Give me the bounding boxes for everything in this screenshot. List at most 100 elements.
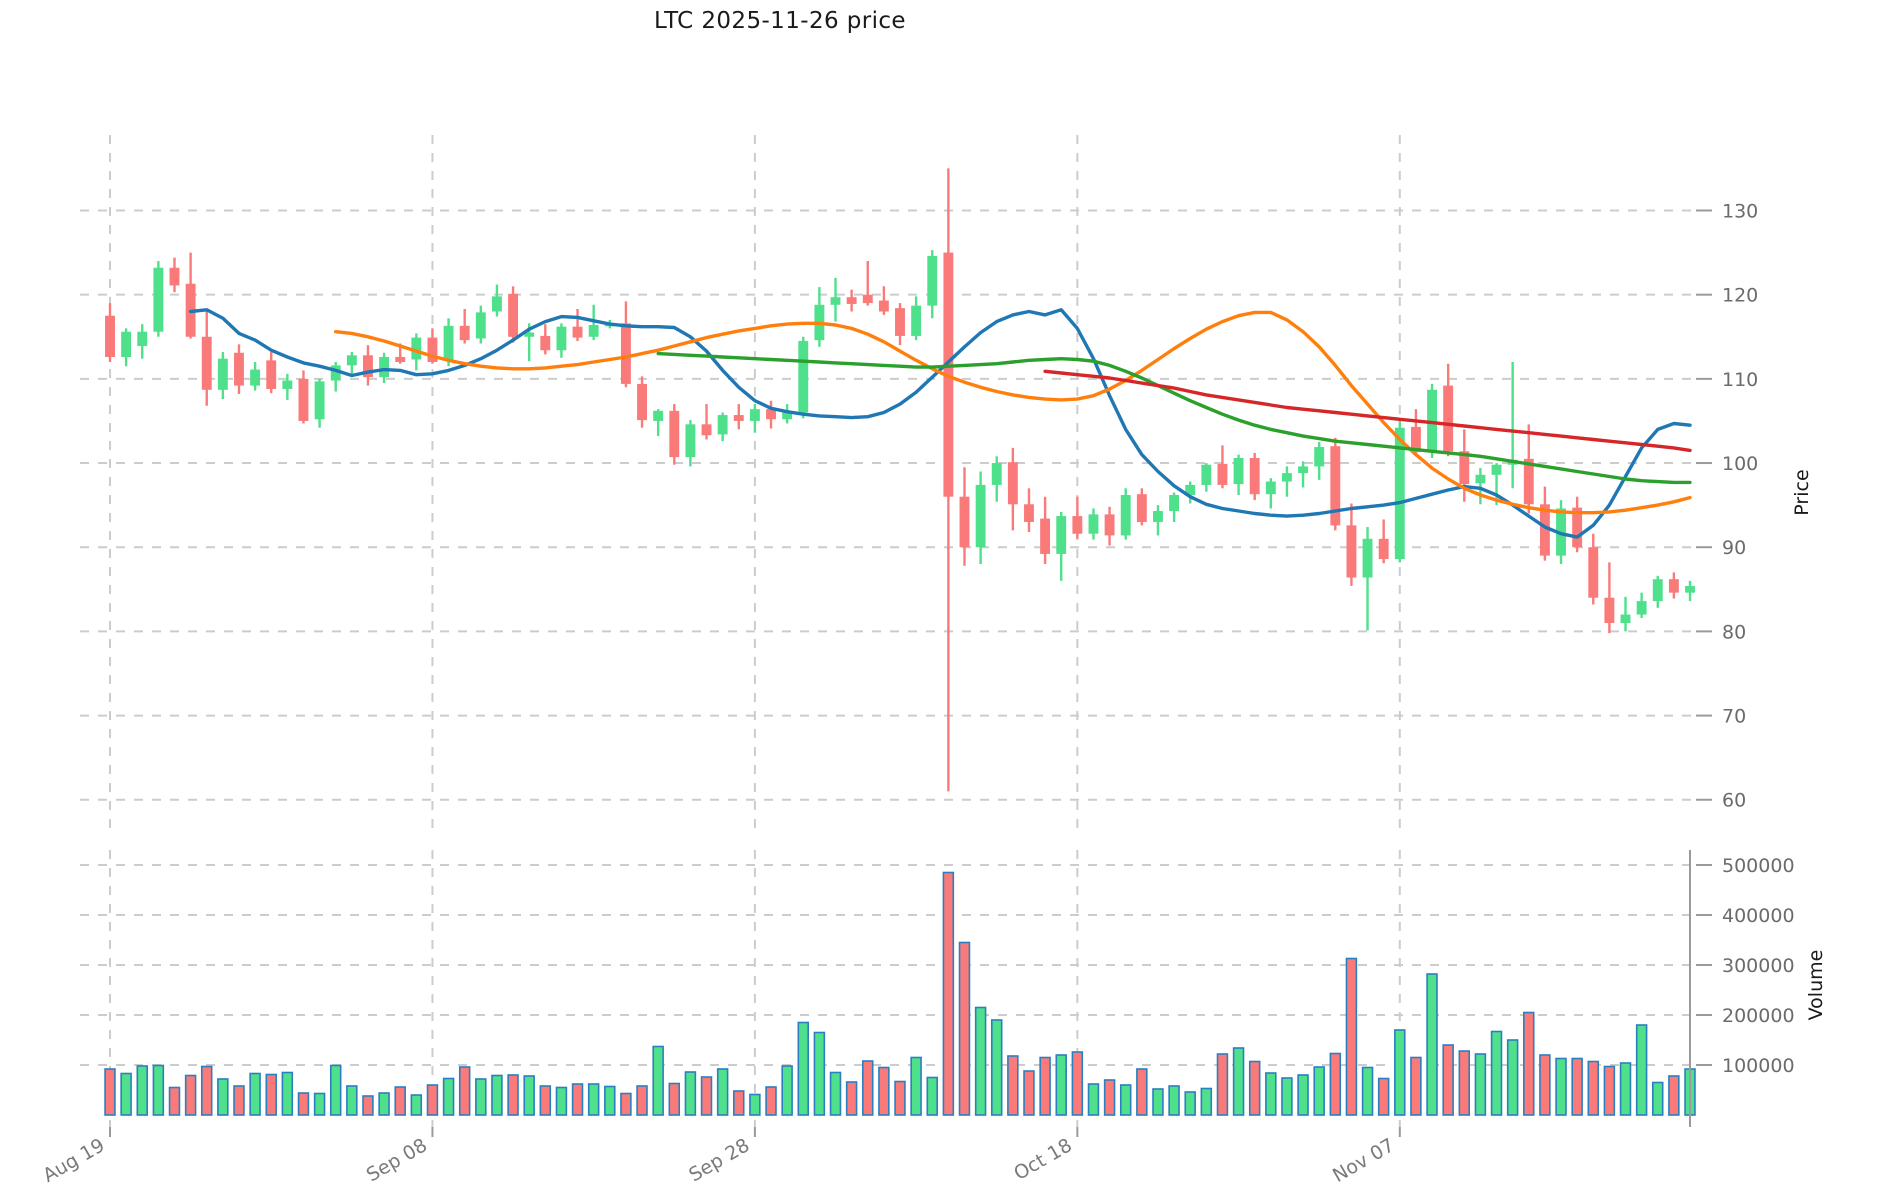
volume-bar: [426, 1084, 439, 1116]
price-tick-label: 60: [1722, 790, 1746, 812]
volume-bar: [152, 1064, 165, 1116]
volume-bar: [233, 1085, 245, 1116]
volume-bar: [297, 1092, 310, 1116]
price-tick-label: 110: [1722, 369, 1758, 391]
volume-bar: [1313, 1066, 1325, 1116]
volume-bar: [587, 1083, 600, 1116]
candle-body: [1169, 495, 1180, 512]
candle-body: [1185, 484, 1196, 496]
volume-bar: [104, 1068, 116, 1116]
volume-bar: [1555, 1057, 1567, 1116]
price-tick-label: 130: [1722, 201, 1758, 223]
volume-bar: [555, 1086, 568, 1116]
candle-body: [330, 365, 341, 381]
candle-body: [911, 305, 922, 336]
volume-bar: [910, 1056, 922, 1116]
candle-body: [1104, 514, 1115, 536]
gridlines: [80, 135, 1698, 1127]
volume-bar: [1023, 1070, 1035, 1116]
volume-bar: [652, 1045, 664, 1116]
volume-bar: [813, 1031, 826, 1116]
candle-body: [846, 297, 857, 304]
volume-tick-label: 500000: [1722, 855, 1795, 877]
candle-body: [427, 337, 438, 363]
price-tick-label: 80: [1722, 621, 1746, 643]
candle-body: [991, 463, 1002, 485]
candle-body: [1491, 464, 1502, 475]
candle-body: [1459, 451, 1470, 485]
candle-body: [1056, 516, 1067, 554]
ma-line-ma-long: [656, 351, 1692, 485]
candle-body: [1604, 597, 1615, 623]
volume-bar: [974, 1006, 987, 1116]
volume-bar: [539, 1085, 552, 1116]
volume-bar: [1635, 1024, 1648, 1116]
candle-body: [1539, 504, 1550, 556]
candle-body: [524, 332, 535, 337]
x-tick-label: Oct 18: [1010, 1134, 1076, 1185]
volume-bar: [1071, 1051, 1084, 1116]
volume-bar: [1281, 1077, 1293, 1116]
candle-body: [556, 326, 567, 351]
volume-bar: [829, 1071, 842, 1116]
price-tick-label: 120: [1722, 285, 1758, 307]
volume-bar: [958, 941, 971, 1116]
volume-bar: [410, 1094, 423, 1116]
page-title: LTC 2025-11-26 price: [654, 8, 906, 34]
volume-bar: [184, 1074, 197, 1116]
volume-bar: [684, 1071, 697, 1116]
volume-bar: [1377, 1077, 1390, 1116]
candle-body: [1652, 579, 1663, 602]
volume-bar: [1619, 1062, 1632, 1116]
volume-bar: [1152, 1088, 1164, 1116]
volume-bar: [1329, 1052, 1342, 1116]
candle-body: [733, 415, 744, 421]
candle-body: [1249, 457, 1260, 495]
candle-body: [959, 496, 970, 548]
x-tick-label: Nov 07: [1329, 1134, 1398, 1187]
volume-bar: [1394, 1029, 1406, 1116]
candle-body: [572, 326, 583, 338]
volume-series: [104, 871, 1696, 1116]
volume-bar: [845, 1081, 858, 1116]
candle-body: [830, 297, 841, 305]
volume-bar: [265, 1073, 277, 1116]
volume-bar: [1297, 1074, 1309, 1116]
volume-bar: [1490, 1030, 1503, 1116]
candle-body: [1588, 547, 1599, 598]
candle-body: [153, 267, 164, 332]
candle-body: [1443, 385, 1454, 452]
volume-bar: [1184, 1091, 1196, 1116]
candle-body: [895, 308, 905, 336]
candle-body: [540, 335, 551, 351]
volume-bar: [346, 1085, 358, 1116]
candle-body: [1072, 516, 1083, 534]
volume-bar: [458, 1066, 471, 1116]
volume-bar: [1087, 1083, 1100, 1116]
volume-bar: [1587, 1060, 1600, 1116]
candle-body: [1136, 494, 1147, 522]
candle-body: [1281, 473, 1292, 482]
volume-bar: [1652, 1081, 1664, 1116]
volume-bar: [1458, 1050, 1471, 1116]
volume-bar: [749, 1093, 761, 1116]
volume-bar: [1523, 1011, 1535, 1116]
volume-bar: [313, 1092, 326, 1116]
candle-body: [234, 352, 244, 386]
candle-body: [782, 412, 793, 420]
x-axis: Aug 19 Sep 08 Sep 28 Oct 18 Nov 07: [39, 850, 1691, 1187]
candle-body: [878, 300, 889, 312]
volume-bar: [168, 1086, 181, 1116]
volume-bar: [1345, 957, 1358, 1116]
candle-body: [508, 293, 519, 337]
volume-bar: [878, 1066, 890, 1116]
candle-body: [588, 324, 599, 337]
volume-bar: [1668, 1075, 1680, 1116]
candle-body: [266, 360, 277, 389]
volume-tick-label: 300000: [1722, 955, 1795, 977]
volume-bar: [442, 1077, 455, 1116]
volume-bar: [1055, 1054, 1067, 1116]
volume-bar: [378, 1092, 390, 1116]
candle-body: [1024, 504, 1034, 522]
candle-body: [105, 315, 115, 357]
